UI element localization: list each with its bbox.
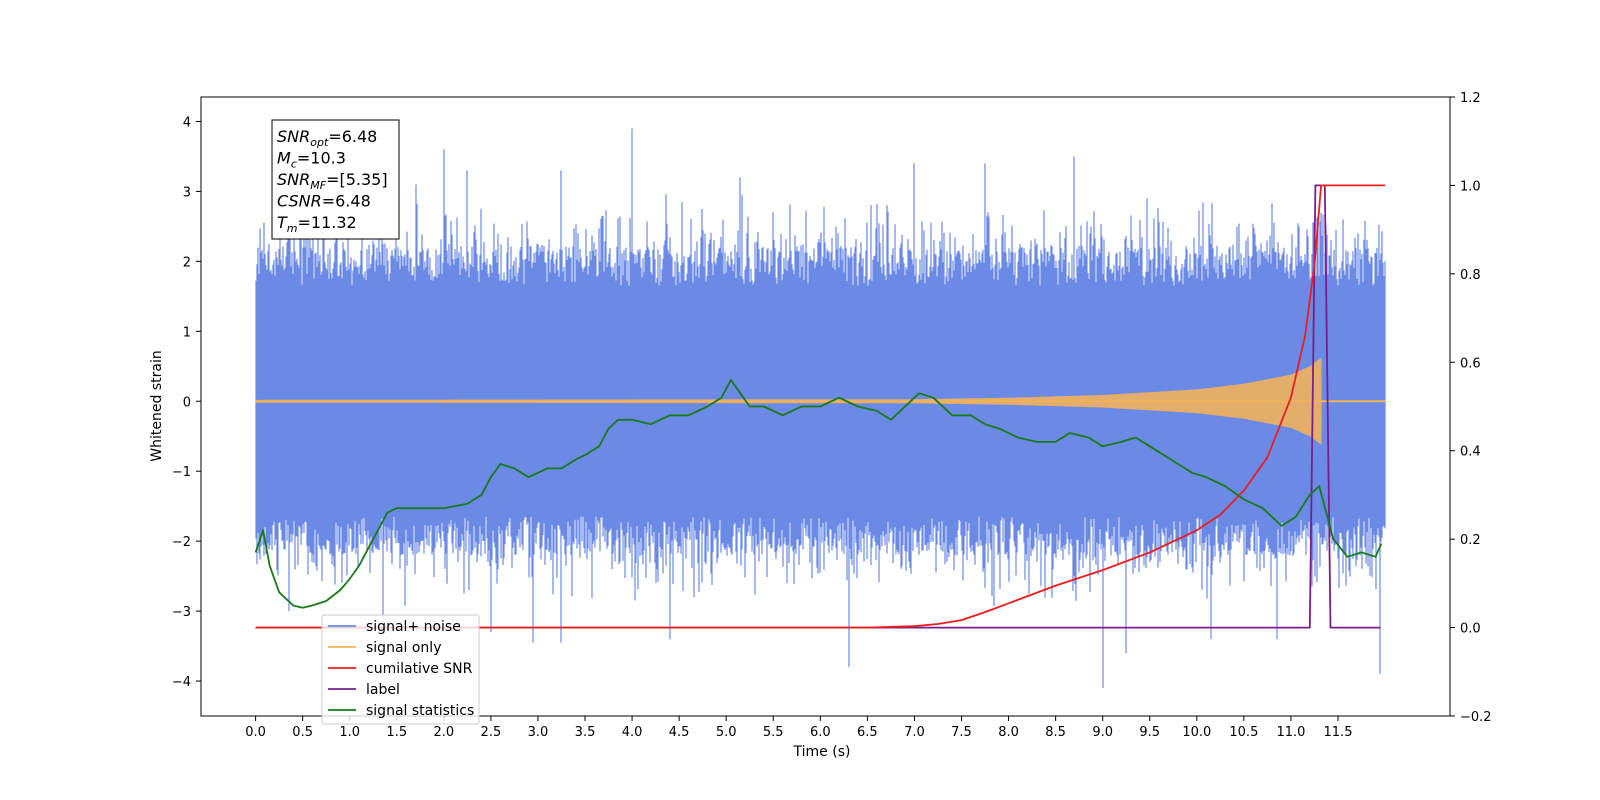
left-y-tick-label: −2	[172, 535, 191, 550]
right-y-tick-label: −0.2	[1460, 710, 1492, 725]
x-axis-ticks: 0.0 0.5 1.0 1.5 2.0 2.5 3.0 3.5 4.0 4.5 5.0 5.5 6.0 6…	[245, 716, 1352, 740]
info-value: =[5.35]	[326, 170, 388, 189]
info-symbol: M	[277, 149, 291, 168]
x-tick-label: 4.0	[622, 725, 643, 740]
left-y-tick-label: 1	[183, 325, 191, 340]
left-y-tick-label: 2	[183, 255, 191, 270]
left-y-axis-ticks: 4 3 2 1 0 −1 −2 −3 −4	[172, 115, 201, 690]
right-y-tick-label: 0.8	[1460, 268, 1481, 283]
info-line: Mc=10.3	[277, 149, 346, 171]
signal-statistics-line	[254, 379, 1383, 609]
info-symbol: SNR	[277, 127, 310, 146]
x-tick-label: 5.0	[716, 725, 737, 740]
info-value: =10.3	[297, 149, 346, 168]
legend-frame	[321, 614, 480, 725]
x-tick-label: 5.5	[763, 725, 784, 740]
x-tick-label: 2.5	[481, 725, 502, 740]
right-y-tick-label: 0.0	[1460, 622, 1481, 637]
x-tick-label: 0.5	[292, 725, 313, 740]
legend-entry: signal+ noise	[366, 619, 461, 635]
x-tick-label: 1.0	[339, 725, 360, 740]
x-axis-label: Time (s)	[793, 744, 851, 760]
info-symbol: T	[277, 213, 288, 232]
x-tick-label: 7.0	[904, 725, 925, 740]
info-subscript: c	[291, 158, 297, 171]
info-line: Tm=11.32	[277, 213, 357, 235]
x-tick-label: 11.5	[1324, 725, 1353, 740]
x-tick-label: 8.0	[998, 725, 1019, 740]
x-tick-label: 8.5	[1045, 725, 1066, 740]
legend-entry: label	[366, 682, 400, 698]
left-y-tick-label: −3	[172, 605, 191, 620]
right-y-axis-ticks: 1.2 1.0 0.8 0.6 0.4 0.2 0.0 −0.2	[1450, 91, 1492, 725]
x-tick-label: 10.5	[1229, 725, 1258, 740]
right-y-tick-label: 0.4	[1460, 445, 1481, 460]
info-value: =11.32	[298, 213, 357, 232]
x-tick-label: 9.0	[1092, 725, 1113, 740]
right-y-tick-label: 1.2	[1460, 91, 1481, 106]
legend-entry: signal only	[366, 640, 441, 656]
x-tick-label: 6.5	[857, 725, 878, 740]
left-y-tick-label: 3	[183, 185, 191, 200]
x-tick-label: 3.5	[575, 725, 596, 740]
left-y-tick-label: 0	[183, 395, 191, 410]
legend-entry: signal statistics	[366, 703, 474, 719]
x-tick-label: 6.0	[810, 725, 831, 740]
left-y-tick-label: 4	[183, 115, 191, 130]
cumulative-snr-line	[255, 184, 1386, 629]
label-series-line	[255, 184, 1381, 629]
x-tick-label: 9.5	[1139, 725, 1160, 740]
plot-frame	[200, 96, 1451, 717]
legend: signal+ noise signal only cumilative SNR la…	[321, 614, 480, 725]
right-y-tick-label: 0.6	[1460, 356, 1481, 371]
right-y-tick-label: 1.0	[1460, 179, 1481, 194]
right-y-tick-label: 0.2	[1460, 533, 1481, 548]
x-tick-label: 3.0	[528, 725, 549, 740]
left-y-tick-label: −4	[172, 675, 191, 690]
info-subscript: m	[287, 222, 298, 235]
info-value: =6.48	[322, 192, 371, 211]
legend-entry: cumilative SNR	[366, 661, 473, 677]
y-axis-label: Whitened strain	[149, 350, 165, 461]
x-tick-label: 0.0	[245, 725, 266, 740]
info-value: =6.48	[328, 127, 377, 146]
info-subscript: MF	[310, 179, 326, 192]
info-subscript: opt	[310, 136, 329, 149]
info-box-frame	[271, 119, 400, 240]
info-symbol: SNR	[277, 170, 310, 189]
x-tick-label: 10.0	[1182, 725, 1211, 740]
x-tick-label: 11.0	[1276, 725, 1305, 740]
x-tick-label: 7.5	[951, 725, 972, 740]
left-y-tick-label: −1	[172, 465, 191, 480]
info-line: CSNR=6.48	[277, 192, 371, 211]
info-line: SNRMF=[5.35]	[277, 170, 388, 192]
info-line: SNRopt=6.48	[277, 127, 377, 149]
x-tick-label: 4.5	[669, 725, 690, 740]
info-symbol: CSNR	[277, 192, 322, 211]
x-tick-label: 1.5	[386, 725, 407, 740]
info-box: SNRopt=6.48Mc=10.3SNRMF=[5.35]CSNR=6.48T…	[271, 119, 400, 240]
x-tick-label: 2.0	[433, 725, 454, 740]
